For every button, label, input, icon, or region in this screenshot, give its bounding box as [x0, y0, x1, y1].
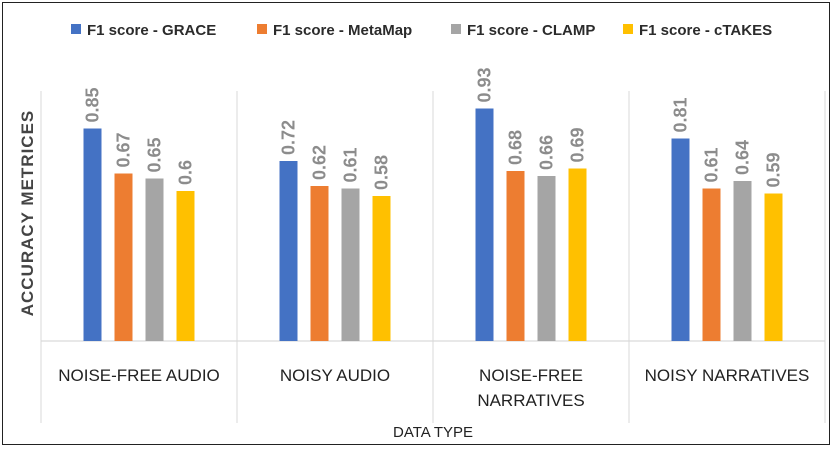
value-label: 0.66 [537, 135, 557, 170]
legend-swatch-f1-score-metamap [257, 24, 267, 34]
bar-f1-score-ctakes-3[interactable] [764, 193, 783, 342]
bar-f1-score-clamp-0[interactable] [145, 178, 164, 342]
value-label: 0.81 [671, 97, 691, 132]
bar-f1-score-clamp-1[interactable] [341, 188, 360, 342]
bar-f1-score-grace-0[interactable] [83, 128, 102, 342]
category-label-1: NOISY AUDIO [280, 366, 390, 385]
value-label: 0.93 [475, 67, 495, 102]
bar-f1-score-clamp-2[interactable] [537, 176, 556, 341]
value-label: 0.62 [310, 145, 330, 180]
legend-label-f1-score-metamap: F1 score - MetaMap [273, 22, 412, 39]
bar-f1-score-ctakes-2[interactable] [568, 168, 587, 342]
bar-f1-score-metamap-3[interactable] [702, 188, 721, 342]
value-label: 0.85 [83, 87, 103, 122]
legend-swatch-f1-score-clamp [451, 24, 461, 34]
value-label: 0.68 [506, 130, 526, 165]
value-label: 0.6 [176, 160, 196, 185]
bar-f1-score-grace-2[interactable] [475, 108, 494, 342]
bar-f1-score-metamap-0[interactable] [114, 173, 133, 342]
bar-f1-score-metamap-2[interactable] [506, 171, 525, 341]
legend-swatch-f1-score-grace [71, 24, 81, 34]
category-label-3: NOISY NARRATIVES [645, 366, 810, 385]
chart-svg: F1 score - GRACE F1 score - MetaMap F1 sco… [18, 22, 826, 441]
category-label-2: NARRATIVES [477, 391, 584, 410]
legend-swatch-f1-score-ctakes [623, 24, 633, 34]
value-label: 0.58 [372, 155, 392, 190]
legend-label-f1-score-ctakes: F1 score - cTAKES [639, 22, 772, 39]
legend-label-f1-score-grace: F1 score - GRACE [87, 22, 216, 39]
category-label-0: NOISE-FREE AUDIO [58, 366, 220, 385]
value-label: 0.64 [733, 140, 753, 175]
category-label-2: NOISE-FREE [479, 366, 583, 385]
value-label: 0.69 [568, 127, 588, 162]
legend-label-f1-score-clamp: F1 score - CLAMP [467, 22, 595, 39]
value-label: 0.59 [764, 152, 784, 187]
bar-f1-score-clamp-3[interactable] [733, 181, 752, 341]
bar-f1-score-grace-1[interactable] [279, 161, 298, 341]
value-label: 0.67 [114, 132, 134, 167]
value-label: 0.61 [702, 147, 722, 182]
bar-f1-score-grace-3[interactable] [671, 138, 690, 342]
bar-f1-score-metamap-1[interactable] [310, 186, 329, 341]
value-label: 0.65 [145, 137, 165, 172]
chart-frame: F1 score - GRACE F1 score - MetaMap F1 sco… [2, 2, 830, 445]
bar-f1-score-ctakes-0[interactable] [176, 191, 195, 341]
bar-f1-score-ctakes-1[interactable] [372, 196, 391, 341]
y-axis-title: ACCURACY METRICES [18, 110, 37, 317]
value-label: 0.72 [279, 120, 299, 155]
value-label: 0.61 [341, 147, 361, 182]
x-axis-title: DATA TYPE [393, 424, 473, 441]
